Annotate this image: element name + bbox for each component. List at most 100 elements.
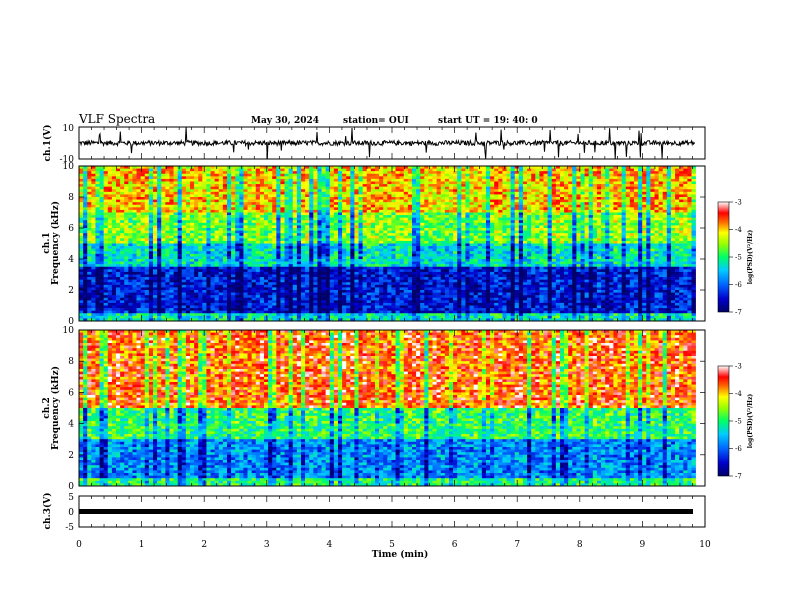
- heatmap-cell: [391, 192, 395, 195]
- heatmap-cell: [219, 238, 223, 241]
- heatmap-cell: [276, 215, 280, 218]
- heatmap-cell: [338, 244, 342, 247]
- heatmap-cell: [515, 200, 519, 203]
- heatmap-cell: [280, 238, 284, 241]
- heatmap-cell: [679, 171, 683, 174]
- heatmap-cell: [593, 213, 597, 216]
- heatmap-cell: [416, 174, 420, 177]
- heatmap-cell: [585, 213, 589, 216]
- heatmap-cell: [289, 228, 293, 231]
- heatmap-cell: [523, 223, 527, 226]
- heatmap-cell: [227, 184, 231, 187]
- heatmap-cell: [675, 215, 679, 218]
- heatmap-cell: [350, 231, 354, 234]
- heatmap-cell: [576, 184, 580, 187]
- heatmap-cell: [346, 171, 350, 174]
- heatmap-cell: [659, 228, 663, 231]
- heatmap-cell: [346, 220, 350, 223]
- heatmap-cell: [449, 202, 453, 205]
- heatmap-cell: [293, 213, 297, 216]
- heatmap-cell: [165, 228, 169, 231]
- heatmap-cell: [461, 207, 465, 210]
- heatmap-cell: [613, 189, 617, 192]
- heatmap-cell: [408, 171, 412, 174]
- heatmap-cell: [309, 220, 313, 223]
- heatmap-cell: [453, 241, 457, 244]
- heatmap-cell: [363, 187, 367, 190]
- heatmap-cell: [663, 184, 667, 187]
- heatmap-cell: [169, 238, 173, 241]
- heatmap-cell: [650, 174, 654, 177]
- heatmap-cell: [157, 215, 161, 218]
- heatmap-cell: [165, 200, 169, 203]
- heatmap-cell: [87, 192, 91, 195]
- heatmap-cell: [305, 241, 309, 244]
- heatmap-cell: [375, 241, 379, 244]
- heatmap-cell: [646, 187, 650, 190]
- heatmap-cell: [334, 238, 338, 241]
- heatmap-cell: [535, 176, 539, 179]
- heatmap-cell: [112, 236, 116, 239]
- heatmap-cell: [560, 182, 564, 185]
- heatmap-cell: [428, 194, 432, 197]
- heatmap-cell: [572, 225, 576, 228]
- heatmap-cell: [276, 241, 280, 244]
- heatmap-cell: [437, 187, 441, 190]
- heatmap-cell: [83, 192, 87, 195]
- heatmap-cell: [597, 244, 601, 247]
- heatmap-cell: [585, 174, 589, 177]
- heatmap-cell: [301, 184, 305, 187]
- heatmap-cell: [416, 176, 420, 179]
- heatmap-cell: [178, 210, 182, 213]
- heatmap-cell: [572, 233, 576, 236]
- heatmap-cell: [490, 228, 494, 231]
- heatmap-cell: [572, 218, 576, 221]
- heatmap-cell: [642, 171, 646, 174]
- heatmap-cell: [293, 236, 297, 239]
- heatmap-cell: [424, 202, 428, 205]
- heatmap-cell: [359, 241, 363, 244]
- heatmap-cell: [83, 207, 87, 210]
- heatmap-cell: [116, 244, 120, 247]
- heatmap-cell: [478, 207, 482, 210]
- heatmap-cell: [634, 176, 638, 179]
- heatmap-cell: [638, 236, 642, 239]
- heatmap-cell: [223, 187, 227, 190]
- heatmap-cell: [679, 200, 683, 203]
- heatmap-cell: [391, 241, 395, 244]
- heatmap-cell: [293, 176, 297, 179]
- heatmap-cell: [387, 220, 391, 223]
- heatmap-cell: [428, 218, 432, 221]
- heatmap-cell: [527, 223, 531, 226]
- heatmap-cell: [416, 220, 420, 223]
- heatmap-cell: [609, 246, 613, 249]
- heatmap-cell: [280, 225, 284, 228]
- heatmap-cell: [124, 187, 128, 190]
- heatmap-cell: [437, 244, 441, 247]
- heatmap-cell: [243, 223, 247, 226]
- heatmap-cell: [613, 210, 617, 213]
- heatmap-cell: [350, 215, 354, 218]
- heatmap-cell: [601, 200, 605, 203]
- heatmap-cell: [531, 228, 535, 231]
- heatmap-cell: [198, 231, 202, 234]
- heatmap-cell: [601, 179, 605, 182]
- heatmap-cell: [391, 197, 395, 200]
- heatmap-cell: [276, 171, 280, 174]
- heatmap-cell: [137, 241, 141, 244]
- heatmap-cell: [585, 189, 589, 192]
- date-label: May 30, 2024: [251, 116, 319, 126]
- heatmap-cell: [371, 213, 375, 216]
- heatmap-cell: [634, 223, 638, 226]
- heatmap-cell: [379, 213, 383, 216]
- heatmap-cell: [572, 200, 576, 203]
- heatmap-cell: [396, 207, 400, 210]
- heatmap-cell: [153, 213, 157, 216]
- heatmap-cell: [601, 182, 605, 185]
- heatmap-cell: [293, 169, 297, 172]
- heatmap-cell: [120, 231, 124, 234]
- heatmap-cell: [667, 241, 671, 244]
- heatmap-cell: [519, 179, 523, 182]
- heatmap-cell: [157, 184, 161, 187]
- heatmap-cell: [428, 213, 432, 216]
